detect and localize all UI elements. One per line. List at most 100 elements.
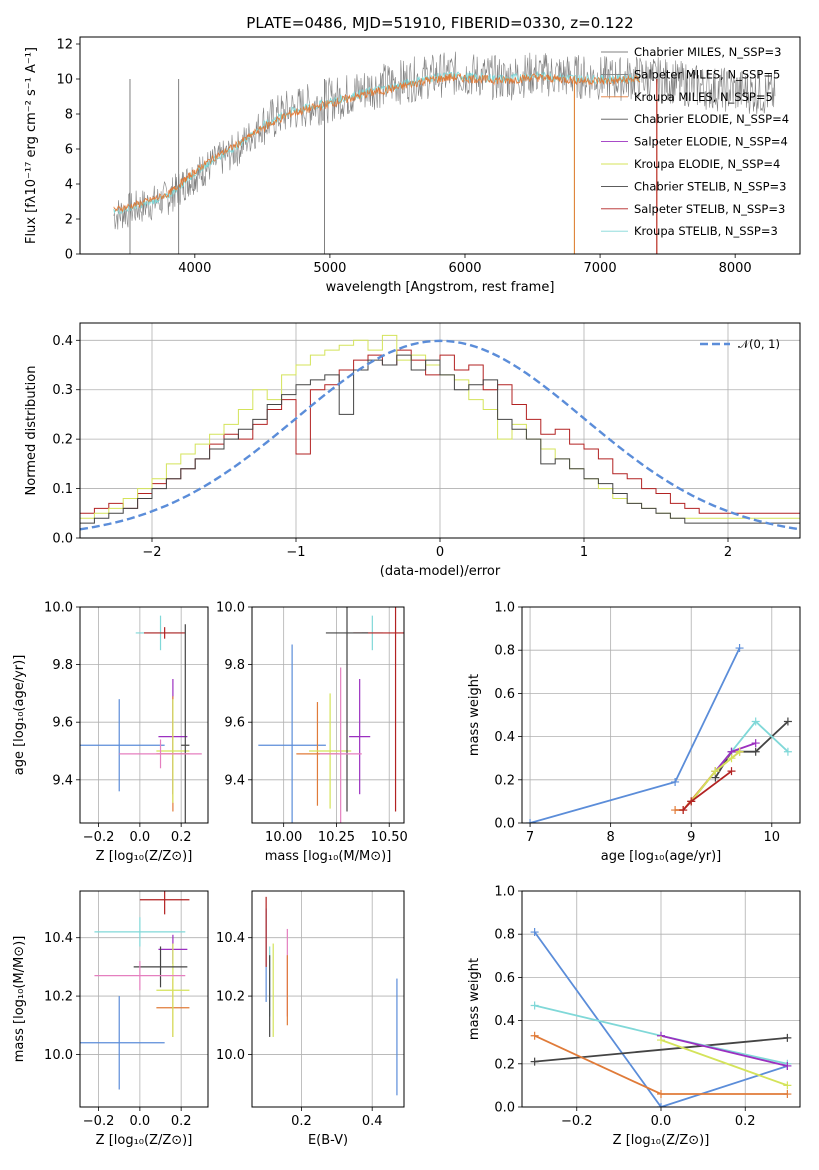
legend-label: Chabrier STELIB, N_SSP=3 [634,179,786,193]
x-tick-label: 0.2 [735,1114,756,1129]
y-tick-label: 10.4 [216,931,245,946]
y-tick-label: 0.1 [52,482,73,497]
y-tick-label: 10.2 [216,990,245,1005]
y-tick-label: 0.4 [494,730,515,745]
y-tick-label: 9.4 [52,773,73,788]
x-tick-label: 0 [436,545,444,560]
axes-frame [521,890,801,1108]
y-tick-label: 0.6 [494,687,515,702]
axes-frame [79,322,801,539]
axes-frame [79,890,209,1108]
y-tick-label: 0.4 [52,334,73,349]
data-point [80,699,165,792]
chart-panel-6: −0.2 0.0 0.2 10.0 10.2 10.4 Z [log₁₀(Z/Z⊙)] mas… [12,890,209,1148]
x-tick-label: 0.2 [291,1114,312,1129]
y-axis-label: Normed distribution [24,366,39,496]
y-tick-label: 0.6 [494,971,515,986]
y-tick-label: 0.0 [494,1101,515,1116]
plot-area [526,644,792,823]
weight-marker [783,717,792,726]
y-tick-label: 9.4 [224,773,245,788]
grid [80,891,208,1107]
x-tick-label: −0.2 [83,830,115,845]
legend-label: Salpeter MILES, N_SSP=5 [634,67,780,81]
y-tick-label: 0.8 [494,644,515,659]
weight-series-line [529,647,741,823]
y-axis-label: mass weight [467,674,482,756]
data-point [156,943,190,1037]
x-tick-label: 0.2 [171,830,192,845]
chart-panel-8: −0.2 0.0 0.2 0.0 0.2 0.4 0.6 0.8 1.0 Z [log₁₀(Z/Z… [467,885,801,1148]
y-axis-label: Flux [fλ10⁻¹⁷ erg cm⁻² s⁻¹ A⁻¹] [24,47,39,244]
weight-series-line [690,750,741,802]
normal-curve [80,339,800,531]
y-tick-label: 10.0 [216,601,245,616]
weight-series-line [534,1037,788,1063]
plot-area [265,896,398,1096]
x-tick-label: 10.00 [265,830,302,845]
x-axis-label: E(B-V) [308,1133,348,1148]
y-axis-label: mass [log₁₀(M/M⊙)] [12,936,27,1063]
grid [252,606,404,823]
y-tick-label: 9.8 [52,658,73,673]
weight-series-line [682,770,733,811]
y-tick-label: 2 [65,213,73,228]
plot-area [113,51,776,254]
y-tick-label: 10.4 [44,931,73,946]
weight-marker [783,747,792,756]
x-tick-label: 8000 [719,261,752,276]
weight-marker [735,644,744,653]
plot-area [80,334,800,531]
y-tick-label: 10.0 [44,601,73,616]
y-tick-label: 6 [65,143,73,158]
weight-marker [671,806,680,815]
x-axis-label: mass [log₁₀(M/M⊙)] [265,849,392,864]
weight-series-line [714,720,789,772]
weight-marker [687,797,696,806]
x-axis-label: Z [log₁₀(Z/Z⊙)] [96,1133,193,1148]
y-tick-label: 10.0 [44,1048,73,1063]
y-tick-label: 1.0 [494,601,515,616]
grid [252,891,404,1107]
x-tick-label: 2 [724,545,732,560]
data-point [139,891,190,915]
legend-label: Kroupa STELIB, N_SSP=3 [634,224,778,238]
x-tick-label: −0.2 [561,1114,593,1129]
weight-marker [751,747,760,756]
weight-marker [783,1090,792,1099]
data-point [258,644,326,823]
legend-label: Kroupa ELODIE, N_SSP=4 [634,157,780,171]
y-tick-label: 10.2 [44,990,73,1005]
axes-frame [521,606,801,824]
weight-marker [530,1031,539,1040]
chart-panel-7: 0.2 0.4 10.0 10.2 10.4 E(B-V) [216,890,405,1148]
legend: 𝒩(0, 1) [700,337,780,351]
weight-marker [530,1001,539,1010]
axes-frame [251,606,405,824]
data-point [133,946,188,988]
y-tick-label: 0.8 [494,928,515,943]
plot-area [258,607,404,823]
x-tick-label: 7000 [584,261,617,276]
weight-marker [783,1061,792,1070]
plot-area [530,928,792,1107]
y-tick-label: 12 [56,38,73,53]
weight-marker [679,806,688,815]
y-tick-label: 9.6 [224,716,245,731]
weight-marker [657,1036,665,1045]
data-point [309,693,352,809]
x-tick-label: 0.4 [362,1114,383,1129]
chart-panel-3: −0.2 0.0 0.2 9.4 9.6 9.8 10.0 Z [log₁₀(Z/Z⊙)] ag… [12,601,209,864]
spectrum-series-line [113,71,641,215]
weight-marker [783,1033,792,1042]
x-tick-label: 5000 [313,261,346,276]
legend-label: Salpeter STELIB, N_SSP=3 [634,202,785,216]
x-axis-label: wavelength [Angstrom, rest frame] [326,280,555,295]
weight-marker [526,819,535,823]
x-tick-label: −1 [286,545,305,560]
weight-marker [657,1103,665,1107]
data-point [156,699,190,803]
x-tick-label: 7 [526,830,534,845]
legend-label: 𝒩(0, 1) [738,337,780,351]
plot-area [80,615,202,823]
